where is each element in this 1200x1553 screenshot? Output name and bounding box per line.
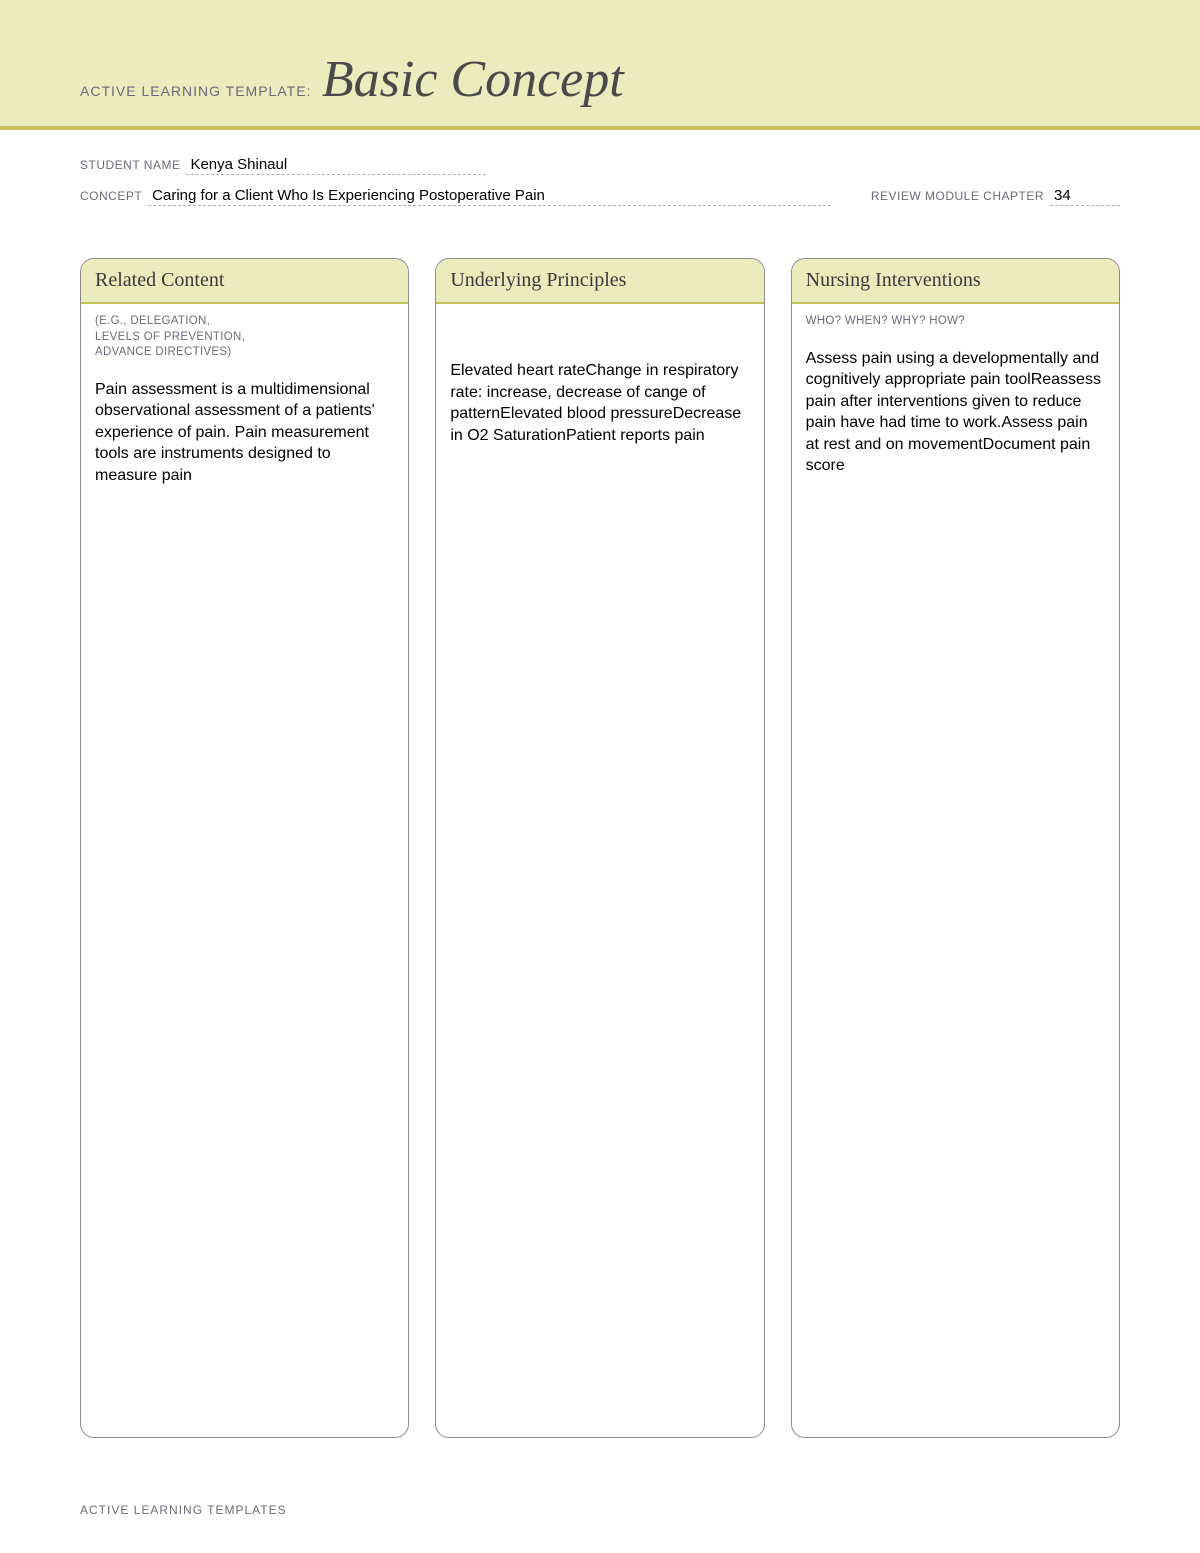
underlying-principles-box: Underlying Principles Elevated heart rat… [435,258,764,1438]
nursing-interventions-title: Nursing Interventions [792,259,1119,304]
chapter-field: REVIEW MODULE CHAPTER 34 [871,187,1120,206]
footer-text: ACTIVE LEARNING TEMPLATES [80,1503,287,1517]
underlying-principles-subtext [436,304,763,348]
concept-value: Caring for a Client Who Is Experiencing … [148,187,831,206]
header-title: Basic Concept [322,50,624,109]
columns-container: Related Content (E.G., DELEGATION, LEVEL… [0,228,1200,1438]
related-content-box: Related Content (E.G., DELEGATION, LEVEL… [80,258,409,1438]
nursing-interventions-box: Nursing Interventions WHO? WHEN? WHY? HO… [791,258,1120,1438]
student-name-row: STUDENT NAME Kenya Shinaul [80,156,1120,175]
concept-field: CONCEPT Caring for a Client Who Is Exper… [80,187,871,206]
chapter-value: 34 [1050,187,1120,206]
chapter-label: REVIEW MODULE CHAPTER [871,189,1044,203]
nursing-interventions-body: Assess pain using a developmentally and … [792,336,1119,490]
underlying-principles-body: Elevated heart rateChange in respiratory… [436,348,763,458]
student-name-label: STUDENT NAME [80,158,180,172]
underlying-principles-title: Underlying Principles [436,259,763,304]
header-prefix: ACTIVE LEARNING TEMPLATE: [80,83,311,99]
student-name-value: Kenya Shinaul [186,156,486,175]
concept-label: CONCEPT [80,189,142,203]
related-content-body: Pain assessment is a multidimensional ob… [81,367,408,499]
header-band: ACTIVE LEARNING TEMPLATE: Basic Concept [0,0,1200,130]
related-content-title: Related Content [81,259,408,304]
related-content-subtext: (E.G., DELEGATION, LEVELS OF PREVENTION,… [81,304,408,367]
nursing-interventions-subtext: WHO? WHEN? WHY? HOW? [792,304,1119,336]
info-block: STUDENT NAME Kenya Shinaul CONCEPT Carin… [0,130,1200,228]
concept-chapter-row: CONCEPT Caring for a Client Who Is Exper… [80,187,1120,206]
